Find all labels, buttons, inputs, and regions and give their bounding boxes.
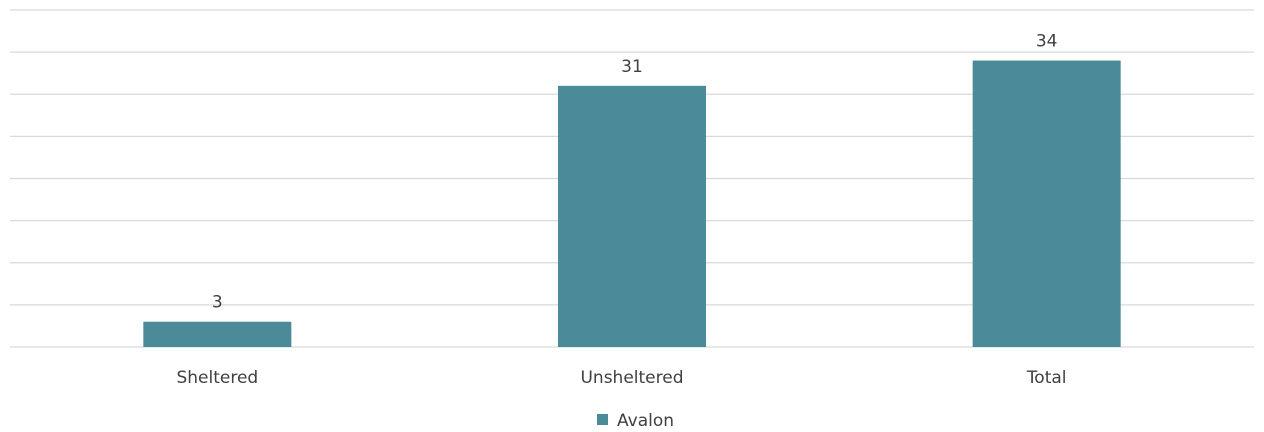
category-labels: Sheltered Unsheltered Total: [176, 368, 1066, 388]
bar-total: [972, 60, 1121, 348]
legend: Avalon: [597, 411, 674, 431]
data-label-sheltered: 3: [212, 293, 223, 313]
category-label-unsheltered: Unsheltered: [580, 368, 683, 388]
legend-label-avalon: Avalon: [617, 411, 674, 431]
legend-swatch-avalon: [597, 414, 608, 425]
bar-sheltered: [143, 321, 292, 347]
bars: [143, 60, 1121, 348]
category-label-sheltered: Sheltered: [176, 368, 258, 388]
category-label-total: Total: [1026, 368, 1067, 388]
data-label-total: 34: [1036, 32, 1058, 52]
data-labels: 3 31 34: [212, 32, 1058, 313]
bar-unsheltered: [558, 85, 706, 347]
data-label-unsheltered: 31: [621, 57, 643, 77]
